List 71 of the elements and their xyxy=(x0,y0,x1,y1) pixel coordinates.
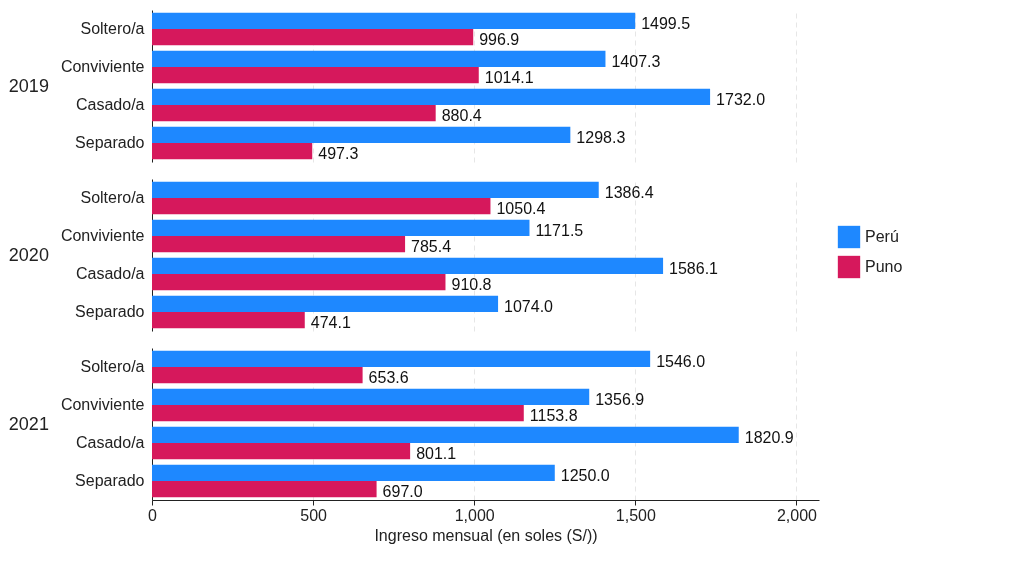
bar xyxy=(152,67,479,84)
bar xyxy=(152,443,411,460)
data-label: 497.3 xyxy=(318,145,359,163)
data-label: 1586.1 xyxy=(669,259,719,277)
data-label: 1298.3 xyxy=(576,128,626,146)
y-tick-label: Casado/a xyxy=(76,434,145,451)
y-axis-title: 2019 xyxy=(8,75,49,96)
bar xyxy=(152,88,711,105)
data-label: 1356.9 xyxy=(595,390,645,408)
bar xyxy=(152,350,651,367)
x-tick-label: 1,500 xyxy=(615,506,656,524)
y-tick-label: Soltero/a xyxy=(80,189,145,206)
bar xyxy=(152,295,499,312)
bar xyxy=(152,12,636,29)
data-label: 1153.8 xyxy=(529,407,578,425)
data-label: 910.8 xyxy=(451,276,492,294)
bar xyxy=(152,50,606,67)
data-label: 785.4 xyxy=(411,238,452,256)
data-label: 1171.5 xyxy=(535,221,584,239)
data-label: 1820.9 xyxy=(744,428,794,446)
bar xyxy=(152,274,446,291)
data-label: 1499.5 xyxy=(641,14,691,32)
data-label: 697.0 xyxy=(382,483,423,501)
y-tick-label: Soltero/a xyxy=(80,20,145,37)
data-label: 1732.0 xyxy=(716,90,766,108)
x-tick-label: 2,000 xyxy=(776,506,818,524)
bar xyxy=(152,198,491,215)
y-axis-title: 2021 xyxy=(8,413,49,434)
bar xyxy=(152,236,406,253)
y-tick-label: Soltero/a xyxy=(80,358,145,375)
x-tick-label: 1,000 xyxy=(454,506,495,524)
data-label: 653.6 xyxy=(368,369,409,387)
data-label: 880.4 xyxy=(441,107,482,125)
data-label: 474.1 xyxy=(310,314,351,332)
data-label: 996.9 xyxy=(479,31,520,49)
data-label: 1250.0 xyxy=(560,466,610,484)
bar xyxy=(152,143,313,160)
y-tick-label: Separado xyxy=(75,472,145,489)
legend-label: Perú xyxy=(865,228,899,245)
bar xyxy=(152,405,524,422)
data-label: 801.1 xyxy=(416,445,457,463)
y-tick-label: Conviviente xyxy=(60,227,145,244)
legend-label: Puno xyxy=(865,258,903,275)
y-axis-title: 2020 xyxy=(8,244,49,265)
bar xyxy=(152,426,739,443)
x-tick-label: 0 xyxy=(148,506,158,524)
bar xyxy=(152,481,377,498)
bar xyxy=(152,105,436,122)
x-tick-label: 500 xyxy=(300,506,328,524)
data-label: 1546.0 xyxy=(656,352,706,370)
data-label: 1014.1 xyxy=(484,69,534,87)
bar xyxy=(152,257,664,274)
y-tick-label: Separado xyxy=(75,303,145,320)
bar xyxy=(152,367,363,384)
y-tick-label: Separado xyxy=(75,134,145,151)
y-tick-label: Conviviente xyxy=(60,396,145,413)
data-label: 1050.4 xyxy=(496,200,546,218)
y-tick-label: Casado/a xyxy=(76,265,145,282)
data-label: 1074.0 xyxy=(504,297,554,315)
bar xyxy=(152,388,590,405)
bar xyxy=(152,181,599,198)
x-axis-title: Ingreso mensual (en soles (S/)) xyxy=(374,526,598,544)
y-tick-label: Conviviente xyxy=(60,58,145,75)
bar xyxy=(152,29,474,46)
bar xyxy=(152,219,530,236)
bar xyxy=(152,464,555,481)
y-tick-label: Casado/a xyxy=(76,96,145,113)
data-label: 1386.4 xyxy=(604,183,654,201)
data-label: 1407.3 xyxy=(611,52,661,70)
bar xyxy=(152,312,305,329)
bar xyxy=(152,126,571,143)
